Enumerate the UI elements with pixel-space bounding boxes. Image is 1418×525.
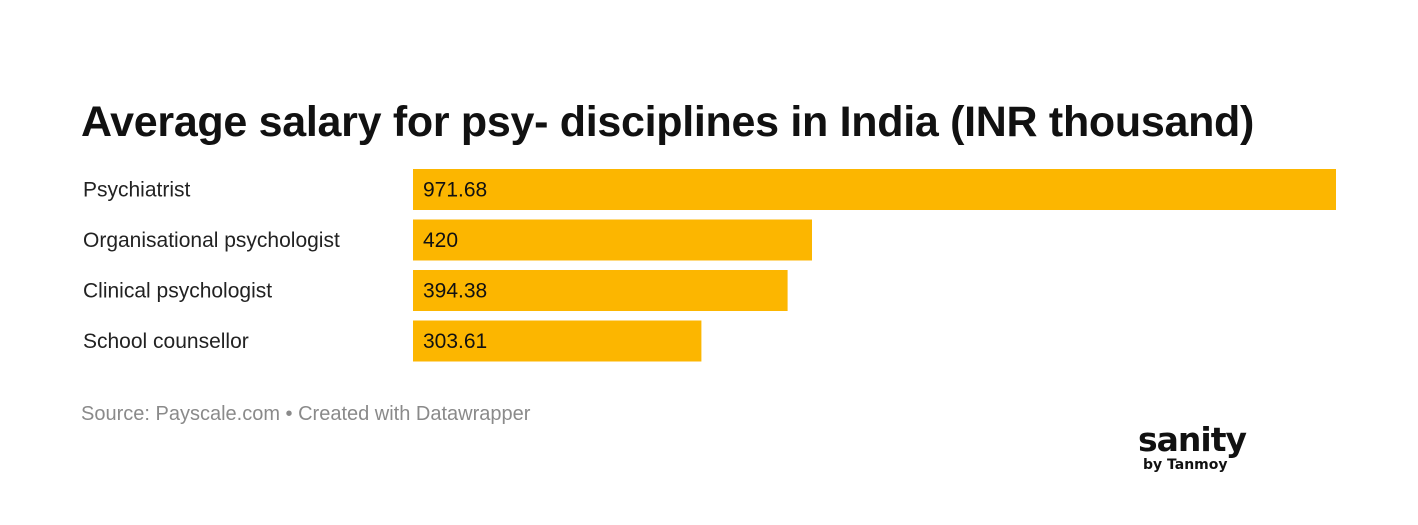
logo-wordmark: sanity: [1138, 420, 1247, 459]
category-label: Organisational psychologist: [83, 229, 340, 252]
bar-value-label: 303.61: [423, 330, 487, 353]
logo-byline: by Tanmoy: [1143, 457, 1228, 473]
bar-value-label: 971.68: [423, 179, 487, 202]
bar: [413, 169, 1336, 210]
category-label: Clinical psychologist: [83, 280, 272, 303]
bar: [413, 320, 702, 362]
chart-title: Average salary for psy- disciplines in I…: [81, 98, 1255, 146]
bar: [413, 219, 812, 261]
bar: [413, 270, 788, 311]
source-note: Source: Payscale.com • Created with Data…: [81, 403, 531, 425]
bar-value-label: 420: [423, 229, 458, 252]
category-label: School counsellor: [83, 330, 249, 353]
category-label: Psychiatrist: [83, 179, 191, 202]
bar-value-label: 394.38: [423, 280, 487, 303]
sanity-logo: sanity by Tanmoy: [1138, 422, 1288, 482]
